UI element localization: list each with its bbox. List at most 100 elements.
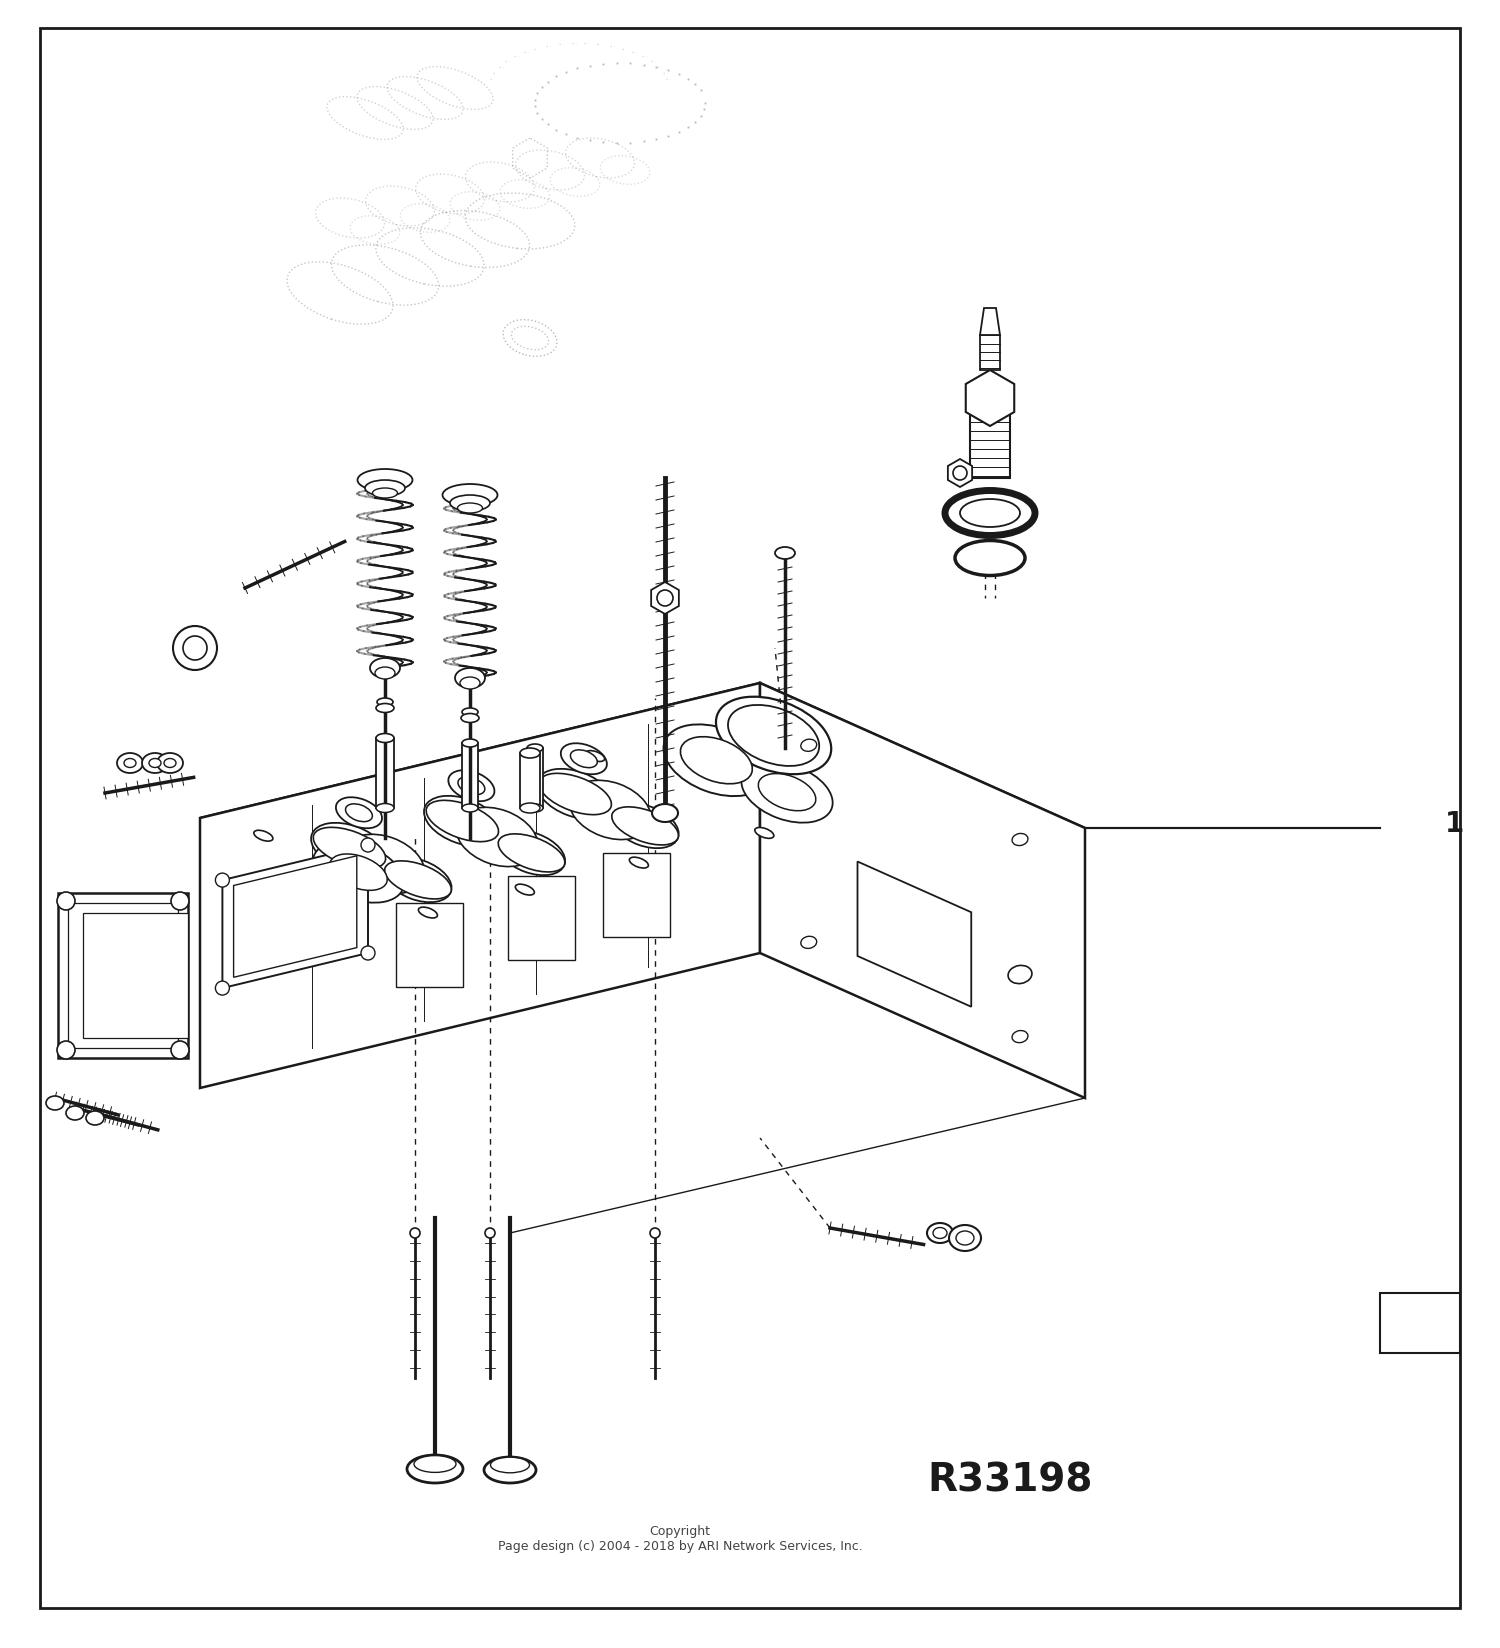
Ellipse shape bbox=[462, 740, 478, 748]
Ellipse shape bbox=[414, 1455, 456, 1473]
Ellipse shape bbox=[330, 854, 387, 892]
Ellipse shape bbox=[216, 982, 229, 995]
Ellipse shape bbox=[538, 775, 612, 816]
Ellipse shape bbox=[498, 831, 566, 875]
Polygon shape bbox=[509, 877, 574, 961]
Ellipse shape bbox=[801, 936, 816, 949]
Ellipse shape bbox=[741, 761, 833, 822]
Ellipse shape bbox=[376, 804, 394, 812]
Ellipse shape bbox=[164, 760, 176, 768]
Ellipse shape bbox=[370, 659, 400, 679]
Ellipse shape bbox=[458, 778, 484, 796]
Ellipse shape bbox=[376, 733, 394, 743]
Ellipse shape bbox=[520, 804, 540, 814]
Ellipse shape bbox=[172, 626, 217, 671]
Ellipse shape bbox=[1013, 1032, 1028, 1043]
Ellipse shape bbox=[158, 753, 183, 773]
Ellipse shape bbox=[86, 1111, 104, 1126]
Ellipse shape bbox=[612, 808, 678, 845]
Ellipse shape bbox=[46, 1096, 64, 1111]
Ellipse shape bbox=[945, 491, 1035, 536]
Ellipse shape bbox=[526, 804, 543, 812]
Ellipse shape bbox=[124, 760, 136, 768]
Ellipse shape bbox=[376, 704, 394, 714]
Bar bbox=[970, 399, 1010, 478]
Ellipse shape bbox=[183, 636, 207, 661]
Ellipse shape bbox=[375, 667, 394, 679]
Ellipse shape bbox=[776, 547, 795, 560]
Ellipse shape bbox=[345, 804, 372, 822]
Polygon shape bbox=[234, 857, 357, 977]
Ellipse shape bbox=[148, 760, 160, 768]
Circle shape bbox=[484, 1228, 495, 1238]
Polygon shape bbox=[200, 684, 760, 1088]
Polygon shape bbox=[760, 684, 1084, 1098]
Ellipse shape bbox=[372, 489, 398, 499]
Ellipse shape bbox=[585, 751, 604, 761]
Bar bbox=[376, 738, 394, 809]
Ellipse shape bbox=[630, 857, 648, 868]
Ellipse shape bbox=[362, 839, 375, 852]
Polygon shape bbox=[980, 308, 1000, 336]
Ellipse shape bbox=[728, 705, 819, 766]
Polygon shape bbox=[858, 862, 970, 1007]
Ellipse shape bbox=[927, 1223, 952, 1243]
Ellipse shape bbox=[956, 541, 1024, 577]
Ellipse shape bbox=[1008, 966, 1032, 984]
Bar bbox=[82, 913, 188, 1038]
Circle shape bbox=[57, 893, 75, 910]
Ellipse shape bbox=[537, 770, 614, 819]
Ellipse shape bbox=[460, 714, 478, 723]
Ellipse shape bbox=[933, 1228, 946, 1239]
Ellipse shape bbox=[314, 827, 386, 868]
Ellipse shape bbox=[384, 862, 452, 900]
Circle shape bbox=[171, 893, 189, 910]
Ellipse shape bbox=[117, 753, 142, 773]
Circle shape bbox=[657, 590, 674, 606]
Ellipse shape bbox=[716, 697, 831, 775]
Ellipse shape bbox=[801, 740, 816, 751]
Ellipse shape bbox=[663, 725, 770, 796]
Ellipse shape bbox=[350, 808, 369, 819]
Ellipse shape bbox=[458, 504, 483, 514]
Polygon shape bbox=[222, 845, 368, 989]
Ellipse shape bbox=[484, 1457, 536, 1483]
Bar bbox=[980, 336, 1000, 371]
Ellipse shape bbox=[426, 801, 498, 842]
Ellipse shape bbox=[336, 798, 382, 829]
Ellipse shape bbox=[66, 1106, 84, 1121]
Ellipse shape bbox=[310, 824, 388, 873]
Ellipse shape bbox=[406, 1455, 463, 1483]
Bar bbox=[462, 743, 478, 809]
Ellipse shape bbox=[652, 804, 678, 822]
Ellipse shape bbox=[759, 775, 816, 811]
Circle shape bbox=[650, 1228, 660, 1238]
Ellipse shape bbox=[462, 804, 478, 812]
Bar bbox=[58, 893, 188, 1058]
Ellipse shape bbox=[460, 677, 480, 689]
Text: R33198: R33198 bbox=[927, 1462, 1092, 1500]
Text: 1: 1 bbox=[1446, 809, 1464, 837]
Ellipse shape bbox=[342, 836, 424, 895]
Circle shape bbox=[410, 1228, 420, 1238]
Ellipse shape bbox=[462, 781, 482, 791]
Ellipse shape bbox=[364, 481, 405, 496]
Bar bbox=[1380, 1294, 1460, 1353]
Ellipse shape bbox=[454, 669, 484, 689]
Ellipse shape bbox=[419, 908, 438, 918]
Polygon shape bbox=[966, 371, 1014, 427]
Ellipse shape bbox=[314, 842, 404, 903]
Ellipse shape bbox=[1013, 834, 1028, 845]
Ellipse shape bbox=[960, 499, 1020, 527]
Ellipse shape bbox=[950, 1224, 981, 1251]
Ellipse shape bbox=[520, 748, 540, 758]
Bar bbox=[68, 903, 178, 1048]
Polygon shape bbox=[651, 583, 680, 615]
Polygon shape bbox=[603, 854, 670, 938]
Ellipse shape bbox=[462, 709, 478, 717]
Ellipse shape bbox=[376, 699, 393, 707]
Ellipse shape bbox=[384, 859, 452, 903]
Ellipse shape bbox=[362, 946, 375, 961]
Ellipse shape bbox=[424, 796, 501, 847]
Ellipse shape bbox=[456, 808, 538, 867]
